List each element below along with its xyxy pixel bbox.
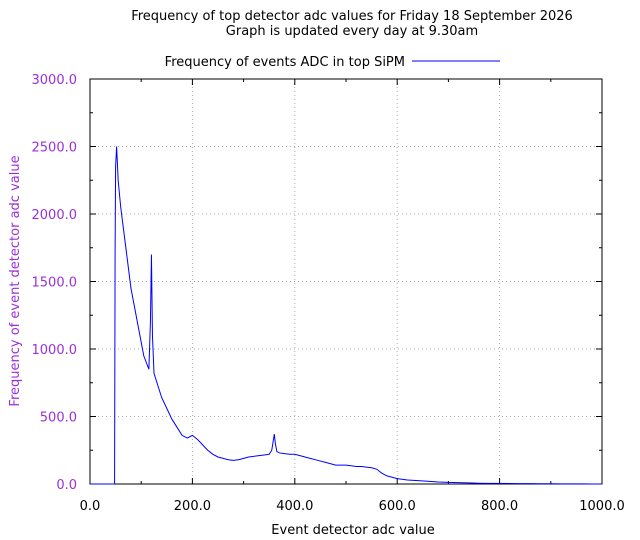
x-tick-label: 200.0 [174,499,211,514]
legend: Frequency of events ADC in top SiPM [165,55,500,70]
x-tick-label: 800.0 [481,499,518,514]
y-tick-label: 500.0 [40,411,77,426]
y-tick-label: 2000.0 [32,208,78,223]
x-tick-labels: 0.0 200.0 400.0 600.0 800.0 1000.0 [80,499,625,514]
y-tick-labels: 0.0 500.0 1000.0 1500.0 2000.0 2500.0 3000.0 [32,73,78,493]
chart-subtitle: Graph is updated every day at 9.30am [226,24,478,39]
legend-label: Frequency of events ADC in top SiPM [165,55,405,70]
y-tick-label: 2500.0 [32,141,78,156]
series-line [90,146,602,485]
x-tick-label: 1000.0 [579,499,625,514]
axis-ticks [89,78,603,485]
x-axis-label: Event detector adc value [271,523,434,538]
x-tick-label: 600.0 [379,499,416,514]
y-tick-label: 1500.0 [32,276,78,291]
y-tick-label: 1000.0 [32,343,78,358]
x-tick-label: 0.0 [80,499,101,514]
x-tick-label: 400.0 [276,499,313,514]
grid [90,79,602,484]
y-axis-label: Frequency of event detector adc value [8,155,23,406]
chart-title: Frequency of top detector adc values for… [131,9,573,24]
y-tick-label: 3000.0 [32,73,78,88]
y-tick-label: 0.0 [56,478,77,493]
